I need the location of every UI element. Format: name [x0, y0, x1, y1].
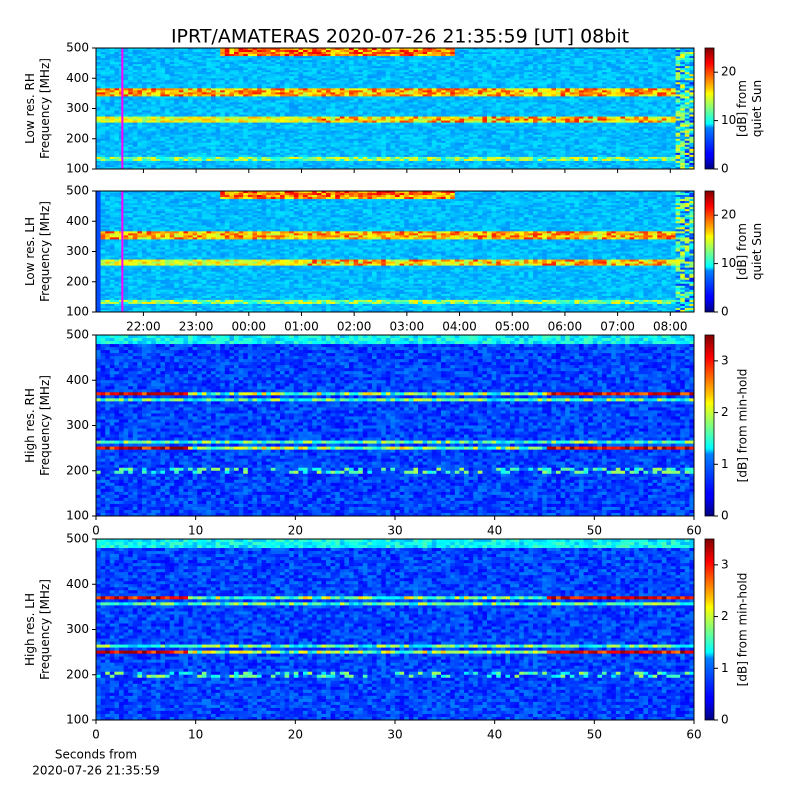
- spectrogram: [96, 48, 694, 169]
- figure-title: IPRT/AMATERAS 2020-07-26 21:35:59 [UT] 0…: [171, 26, 629, 48]
